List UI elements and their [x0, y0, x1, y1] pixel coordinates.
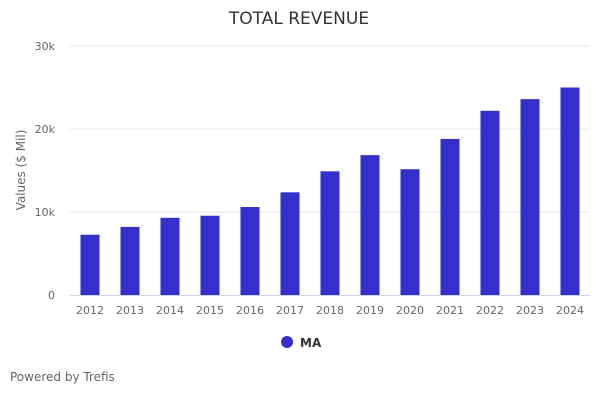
bar-2014[interactable]	[160, 217, 180, 295]
x-tick-label: 2019	[356, 304, 384, 317]
y-axis-ticks: 0 10k 20k 30k	[35, 40, 56, 302]
x-tick-label: 2020	[396, 304, 424, 317]
x-tick-label: 2012	[76, 304, 104, 317]
x-axis-ticks: 2012 2013 2014 2015 2016 2017 2018 2019 2020 2021…	[76, 304, 584, 317]
bar-2017[interactable]	[280, 192, 300, 295]
bar-2021[interactable]	[440, 138, 460, 295]
bar-2012[interactable]	[80, 234, 100, 295]
x-tick-label: 2015	[196, 304, 224, 317]
chart-title: TOTAL REVENUE	[228, 9, 369, 29]
x-tick-label: 2018	[316, 304, 344, 317]
y-axis-title: Values ($ Mil)	[14, 130, 28, 211]
legend[interactable]: MA	[281, 336, 322, 350]
bar-2016[interactable]	[240, 207, 260, 295]
x-tick-label: 2014	[156, 304, 184, 317]
legend-marker-MA[interactable]	[281, 336, 293, 348]
x-tick-label: 2013	[116, 304, 144, 317]
bar-2018[interactable]	[320, 171, 340, 295]
x-tick-label: 2016	[236, 304, 264, 317]
bar-2013[interactable]	[120, 226, 140, 295]
bar-2023[interactable]	[520, 99, 540, 296]
x-tick-label: 2023	[516, 304, 544, 317]
legend-label-MA[interactable]: MA	[300, 336, 322, 350]
bar-2015[interactable]	[200, 215, 220, 295]
y-tick-label: 10k	[35, 206, 56, 219]
y-tick-label: 20k	[35, 123, 56, 136]
bar-2024[interactable]	[560, 87, 580, 296]
bar-2022[interactable]	[480, 110, 500, 296]
x-tick-label: 2022	[476, 304, 504, 317]
y-tick-label: 0	[48, 289, 55, 302]
x-tick-label: 2024	[556, 304, 584, 317]
x-tick-label: 2017	[276, 304, 304, 317]
bar-2019[interactable]	[360, 155, 380, 295]
x-tick-label: 2021	[436, 304, 464, 317]
bar-2020[interactable]	[400, 169, 420, 295]
bars	[80, 87, 580, 296]
y-tick-label: 30k	[35, 40, 56, 53]
powered-by-credit[interactable]: Powered by Trefis	[10, 370, 115, 384]
